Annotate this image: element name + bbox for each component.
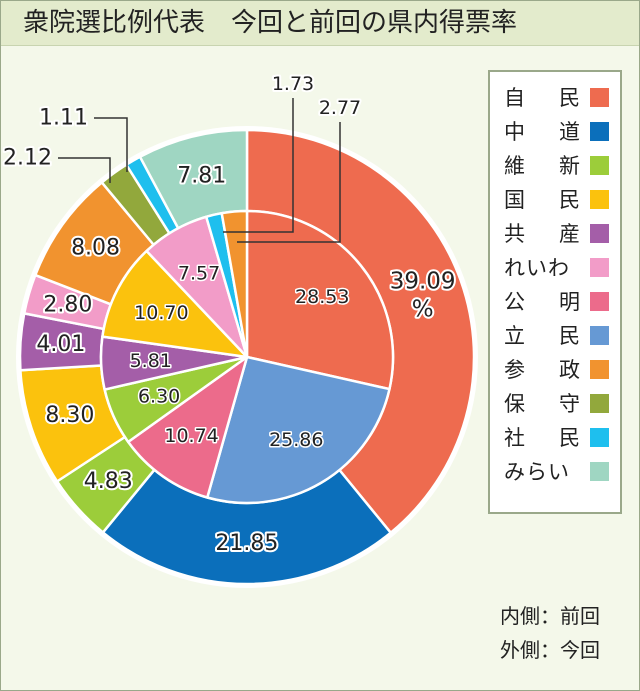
inner-label-自民: 28.53 xyxy=(295,286,349,308)
note-inner: 内側：前回 xyxy=(500,604,600,628)
inner-label-国民: 10.70 xyxy=(134,302,188,324)
legend-item-保守: 保守 xyxy=(500,386,620,420)
legend-item-参政: 参政 xyxy=(500,352,620,386)
legend-item-中道: 中道 xyxy=(500,114,620,148)
inner-slice-公明 xyxy=(126,355,249,499)
legend-item-共産: 共産 xyxy=(500,216,620,250)
legend-swatch xyxy=(590,292,609,311)
note-outer: 外側：今回 xyxy=(500,638,600,662)
ring-note: 内側：前回 外側：今回 xyxy=(500,600,630,668)
legend-swatch xyxy=(590,224,609,243)
legend-swatch xyxy=(590,88,609,107)
legend-swatch xyxy=(590,360,609,379)
inner-label-社民-leader xyxy=(223,98,294,233)
legend-label: 立民 xyxy=(504,324,580,348)
legend-label: 共産 xyxy=(504,222,580,246)
inner-slice-国民 xyxy=(101,249,249,359)
inner-label-立民: 25.86 xyxy=(269,429,323,451)
legend-label: 参政 xyxy=(504,358,580,382)
inner-label-共産: 5.81 xyxy=(130,350,172,372)
outer-label-みらい: 7.81 xyxy=(177,164,226,189)
legend-swatch xyxy=(590,326,609,345)
legend-item-立民: 立民 xyxy=(500,318,620,352)
legend-item-国民: 国民 xyxy=(500,182,620,216)
legend-swatch xyxy=(590,428,609,447)
outer-label-社民: 1.11 xyxy=(39,106,88,131)
legend-label: れいわ xyxy=(504,256,570,280)
legend-swatch xyxy=(590,122,609,141)
legend-label: 社民 xyxy=(504,426,580,450)
legend-swatch xyxy=(590,156,609,175)
legend-label: 保守 xyxy=(504,392,580,416)
legend-item-社民: 社民 xyxy=(500,420,620,454)
outer-label-自民-unit: % xyxy=(412,296,434,322)
inner-label-参政-leader xyxy=(237,122,341,243)
legend-item-れいわ: れいわ xyxy=(500,250,620,284)
inner-slice-自民 xyxy=(245,209,395,391)
inner-label-参政: 2.77 xyxy=(319,97,361,119)
legend-item-自民: 自民 xyxy=(500,80,620,114)
legend-label: 中道 xyxy=(504,120,580,144)
legend-item-みらい: みらい xyxy=(500,454,620,488)
legend-item-維新: 維新 xyxy=(500,148,620,182)
outer-label-保守-leader xyxy=(58,157,111,183)
legend-item-公明: 公明 xyxy=(500,284,620,318)
outer-label-保守: 2.12 xyxy=(3,146,52,171)
inner-slice-参政 xyxy=(220,209,249,359)
inner-label-社民: 1.73 xyxy=(272,73,314,95)
outer-label-自民-value: 39.09 xyxy=(390,268,456,294)
legend-label: 国民 xyxy=(504,188,580,212)
legend-label: 公明 xyxy=(504,290,580,314)
chart-title: 衆院選比例代表 今回と前回の県内得票率 xyxy=(1,1,639,46)
legend-swatch xyxy=(590,394,609,413)
legend-label: みらい xyxy=(504,460,570,484)
legend-label: 維新 xyxy=(504,154,580,178)
inner-slice-立民 xyxy=(206,355,391,505)
outer-label-維新: 4.83 xyxy=(84,469,133,494)
outer-label-れいわ: 2.80 xyxy=(43,293,92,318)
outer-label-共産: 4.01 xyxy=(36,332,85,357)
inner-label-公明: 10.74 xyxy=(164,425,218,447)
inner-label-維新: 6.30 xyxy=(138,386,180,408)
outer-label-中道: 21.85 xyxy=(215,531,278,556)
legend-swatch xyxy=(590,258,609,277)
outer-label-参政: 8.08 xyxy=(71,236,120,261)
legend-swatch xyxy=(590,462,609,481)
legend-label: 自民 xyxy=(504,86,580,110)
legend-swatch xyxy=(590,190,609,209)
inner-label-れいわ: 7.57 xyxy=(178,262,220,284)
legend: 自民中道維新国民共産れいわ公明立民参政保守社民みらい xyxy=(488,70,622,514)
outer-label-社民-leader xyxy=(94,117,128,172)
outer-label-国民: 8.30 xyxy=(45,403,94,428)
